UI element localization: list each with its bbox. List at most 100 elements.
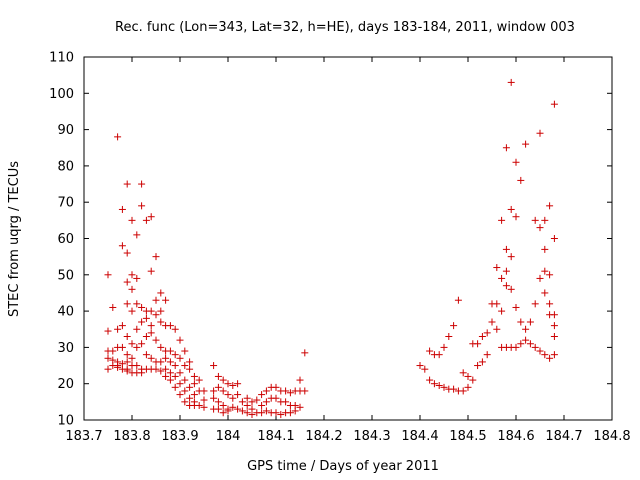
x-tick-label: 184.5 xyxy=(449,429,486,444)
x-tick-label: 183.9 xyxy=(161,429,198,444)
data-point xyxy=(272,409,280,417)
data-point xyxy=(272,394,280,402)
x-tick-label: 184.3 xyxy=(353,429,390,444)
y-tick-label: 40 xyxy=(57,305,74,320)
data-point xyxy=(507,253,515,261)
chart-title: Rec. func (Lon=343, Lat=32, h=HE), days … xyxy=(115,20,575,35)
data-point xyxy=(123,367,131,375)
data-point xyxy=(536,347,544,355)
data-point xyxy=(426,347,434,355)
data-point xyxy=(546,354,554,362)
data-point xyxy=(147,307,155,315)
data-point xyxy=(147,213,155,221)
data-point xyxy=(219,401,227,409)
data-point xyxy=(550,322,558,330)
data-point xyxy=(157,358,165,366)
data-point xyxy=(546,300,554,308)
data-point xyxy=(445,333,453,341)
data-point xyxy=(550,333,558,341)
y-tick-label: 60 xyxy=(57,232,74,247)
data-point xyxy=(474,340,482,348)
data-point xyxy=(171,362,179,370)
x-tick-label: 184.1 xyxy=(257,429,294,444)
data-point xyxy=(478,358,486,366)
data-point xyxy=(138,303,146,311)
y-tick-label: 20 xyxy=(57,377,74,392)
data-point xyxy=(219,409,227,417)
data-point xyxy=(478,333,486,341)
x-tick-label: 184.2 xyxy=(305,429,342,444)
data-point xyxy=(229,403,237,411)
data-point xyxy=(128,340,136,348)
y-tick-label: 80 xyxy=(57,159,74,174)
data-point xyxy=(502,144,510,152)
data-point xyxy=(186,383,194,391)
data-point xyxy=(147,322,155,330)
data-point xyxy=(224,407,232,415)
data-point xyxy=(498,216,506,224)
data-point xyxy=(166,376,174,384)
data-point xyxy=(224,380,232,388)
data-point xyxy=(536,224,544,232)
data-point xyxy=(128,216,136,224)
data-point xyxy=(546,271,554,279)
x-tick-label: 183.8 xyxy=(113,429,150,444)
data-point xyxy=(541,289,549,297)
data-point xyxy=(166,322,174,330)
data-point xyxy=(171,351,179,359)
data-point xyxy=(469,376,477,384)
data-point xyxy=(114,133,122,141)
data-point xyxy=(176,369,184,377)
data-point xyxy=(157,343,165,351)
data-point xyxy=(152,311,160,319)
data-point xyxy=(517,176,525,184)
data-point xyxy=(104,365,112,373)
data-point xyxy=(166,358,174,366)
data-point xyxy=(138,369,146,377)
data-point xyxy=(176,380,184,388)
y-tick-label: 100 xyxy=(49,87,74,102)
data-point xyxy=(104,354,112,362)
data-point xyxy=(200,403,208,411)
data-point xyxy=(114,325,122,333)
data-point xyxy=(229,394,237,402)
data-point xyxy=(214,383,222,391)
x-tick-label: 184 xyxy=(216,429,241,444)
data-point xyxy=(493,264,501,272)
data-point xyxy=(416,362,424,370)
data-point xyxy=(181,347,189,355)
data-point xyxy=(517,318,525,326)
data-point xyxy=(210,394,218,402)
data-point xyxy=(301,349,309,357)
data-point xyxy=(147,267,155,275)
data-point xyxy=(512,303,520,311)
data-point xyxy=(541,351,549,359)
data-point xyxy=(123,278,131,286)
data-point xyxy=(296,376,304,384)
data-point xyxy=(282,398,290,406)
data-point xyxy=(502,245,510,253)
x-tick-label: 184.4 xyxy=(401,429,438,444)
data-point xyxy=(450,322,458,330)
data-point xyxy=(152,365,160,373)
data-point xyxy=(147,354,155,362)
data-point xyxy=(531,216,539,224)
data-point xyxy=(291,407,299,415)
data-point xyxy=(517,340,525,348)
data-point xyxy=(483,351,491,359)
data-point xyxy=(258,401,266,409)
data-point xyxy=(123,180,131,188)
data-point xyxy=(243,409,251,417)
data-point xyxy=(546,202,554,210)
data-point xyxy=(104,327,112,335)
data-point xyxy=(166,347,174,355)
data-point xyxy=(171,372,179,380)
data-point xyxy=(123,333,131,341)
data-point xyxy=(450,385,458,393)
data-point xyxy=(118,343,126,351)
data-point xyxy=(229,382,237,390)
data-point xyxy=(157,367,165,375)
data-point xyxy=(502,267,510,275)
data-point xyxy=(262,407,270,415)
